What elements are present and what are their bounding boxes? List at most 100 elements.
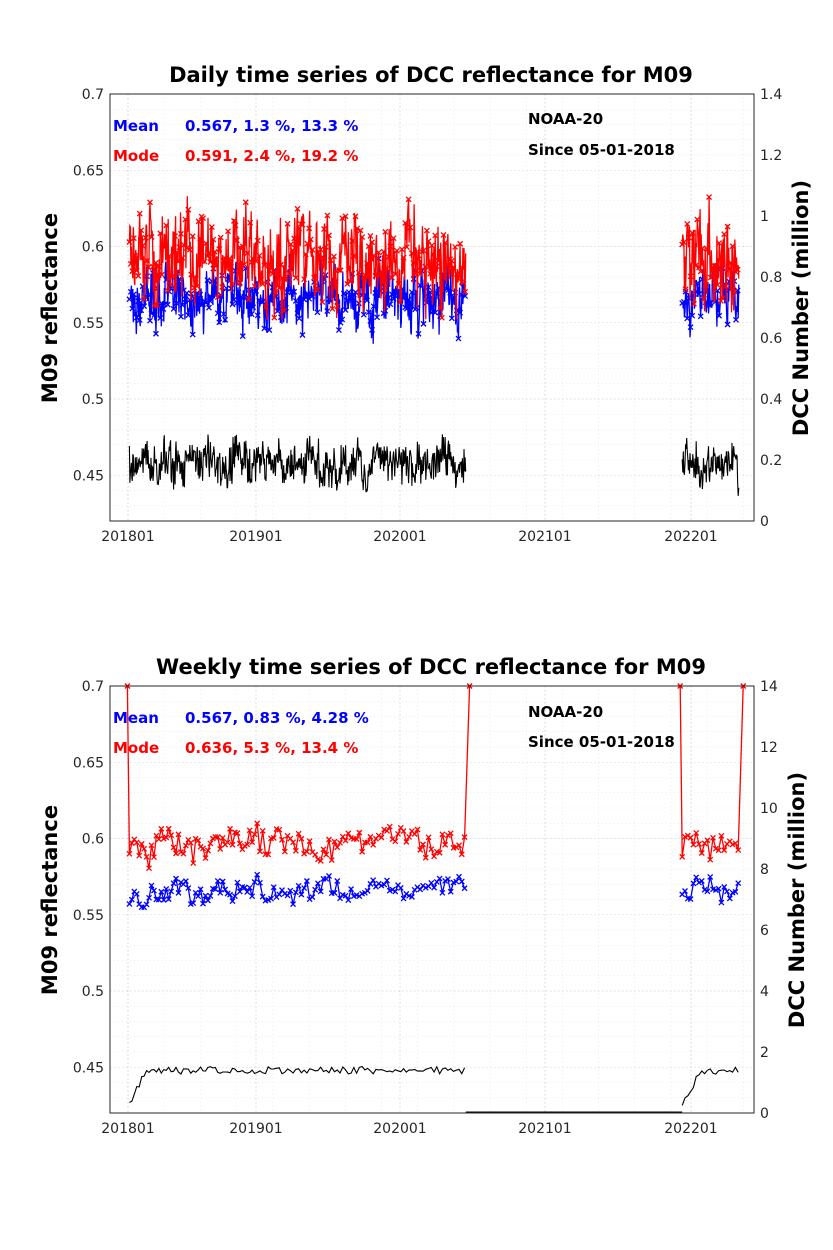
mode-point-marker [164, 287, 171, 294]
mean-point-marker [165, 896, 172, 903]
mean-point-marker [147, 317, 153, 324]
mean-point-marker [177, 313, 184, 320]
daily-tick-labels: 0.7 0.65 0.6 0.55 0.5 0.45 1.4 1.2 1 0.8 0.6 0.4 0.2… [73, 87, 783, 545]
mode-point-marker [359, 234, 366, 240]
mode-point-marker [731, 288, 738, 295]
mode-point-marker [217, 234, 224, 241]
mean-point-marker [158, 888, 165, 895]
mean-point-marker [457, 309, 464, 316]
mode-point-marker [344, 280, 351, 287]
mode-point-marker [709, 267, 716, 274]
y2-tick-label: 0 [760, 1106, 769, 1122]
mode-point-marker [378, 834, 385, 841]
mean-point-marker [173, 875, 180, 882]
daily-y2-axis-label: DCC Number (million) [789, 180, 813, 436]
mode-series-line-1 [128, 196, 467, 320]
mean-point-marker [233, 299, 240, 306]
mean-point-marker [200, 301, 207, 308]
mode-point-marker [292, 274, 299, 281]
daily-title: Daily time series of DCC reflectance for… [169, 63, 693, 87]
y2-tick-label: 1.4 [760, 87, 782, 103]
mode-point-marker [189, 233, 196, 240]
mean-point-marker [314, 880, 321, 887]
mode-point-marker [251, 831, 258, 838]
mode-point-marker [375, 249, 382, 256]
mode-point-marker [712, 845, 719, 852]
mean-point-marker [138, 307, 145, 314]
mean-point-marker [268, 297, 274, 304]
mode-point-marker [127, 260, 134, 267]
mean-point-marker [296, 315, 303, 322]
mode-point-marker [241, 261, 248, 268]
mode-point-marker [158, 825, 165, 832]
mode-point-marker [157, 230, 164, 237]
mode-point-marker [322, 243, 329, 250]
mode-point-marker [696, 841, 702, 847]
x-tick-label: 202001 [373, 529, 426, 545]
mean-point-marker [400, 895, 407, 902]
mean-point-marker [721, 884, 728, 890]
mode-point-marker [715, 847, 722, 854]
mode-point-marker [258, 276, 265, 283]
mode-point-marker [200, 845, 207, 852]
dcc-number-series-line-2 [681, 1066, 739, 1106]
mean-point-marker [329, 281, 336, 287]
mean-point-marker [381, 881, 388, 888]
x-tick-label: 201901 [229, 1121, 282, 1137]
mode-point-marker [706, 194, 713, 201]
mean-point-marker [425, 284, 432, 291]
mean-point-marker [334, 878, 341, 884]
mode-point-marker [455, 272, 462, 279]
mode-point-marker [225, 228, 232, 235]
weekly-mode-stats: 0.636, 5.3 %, 13.4 % [185, 739, 358, 757]
mean-point-marker [388, 291, 395, 298]
mode-point-marker [130, 235, 137, 242]
mean-point-marker [203, 299, 209, 306]
mode-point-marker [270, 835, 277, 841]
mode-point-marker [458, 851, 465, 858]
mean-point-marker [229, 898, 236, 905]
mean-point-marker [354, 309, 361, 316]
mode-point-marker [714, 281, 721, 288]
mean-point-marker [299, 332, 306, 338]
mean-point-marker [148, 882, 155, 889]
mode-point-marker [732, 840, 739, 847]
mode-point-marker [306, 225, 313, 232]
mean-point-marker [281, 890, 288, 897]
mode-point-marker [326, 836, 332, 843]
mode-point-marker [170, 844, 177, 851]
mode-point-marker [155, 263, 162, 270]
mode-point-marker [684, 220, 691, 227]
mode-point-marker [712, 262, 719, 269]
mode-point-marker [697, 268, 704, 275]
mean-point-marker [207, 298, 214, 305]
mode-point-marker [439, 831, 446, 838]
mean-point-marker [135, 298, 142, 305]
mode-point-marker [334, 303, 341, 310]
mode-point-marker [428, 242, 435, 249]
mean-point-marker [432, 309, 439, 316]
mode-point-marker [727, 259, 734, 266]
mode-point-marker [183, 245, 190, 252]
mode-point-marker [265, 851, 272, 858]
mean-point-marker [231, 893, 238, 900]
mode-point-marker [457, 240, 464, 247]
y2-tick-label: 0.8 [760, 270, 782, 286]
y2-tick-label: 12 [760, 740, 778, 756]
mode-point-marker [248, 259, 255, 266]
mean-point-marker [367, 880, 374, 887]
mode-point-marker [136, 210, 143, 217]
y-tick-label: 0.55 [73, 908, 104, 924]
mean-point-marker [387, 301, 394, 308]
mean-point-marker [415, 330, 422, 337]
mean-point-marker [254, 871, 261, 878]
mean-point-marker [370, 303, 377, 310]
mean-point-marker [157, 315, 164, 321]
mean-point-marker [417, 886, 424, 893]
mode-point-marker [356, 829, 363, 836]
mean-point-marker [397, 885, 404, 891]
mode-point-marker [211, 248, 218, 255]
mode-point-marker [386, 823, 393, 830]
daily-mode-label: Mode [113, 147, 159, 165]
mean-point-marker [715, 885, 722, 892]
